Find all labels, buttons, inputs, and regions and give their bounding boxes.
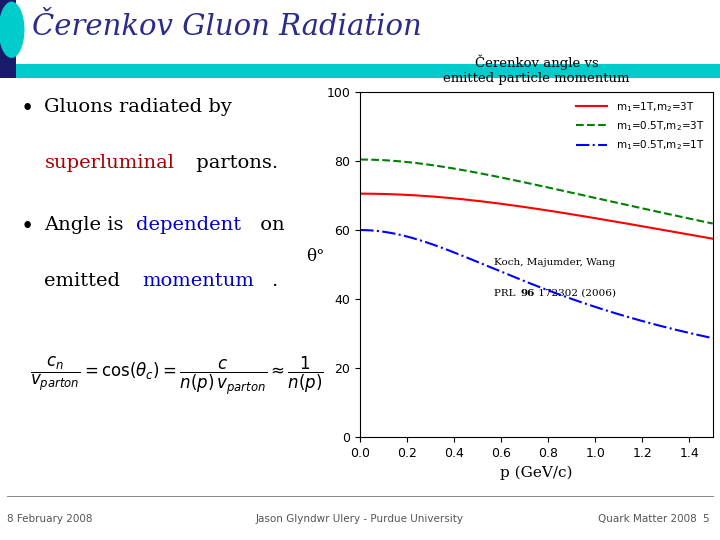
Text: 5: 5 xyxy=(702,515,708,524)
Text: on: on xyxy=(254,215,285,234)
X-axis label: p (GeV/c): p (GeV/c) xyxy=(500,465,572,480)
Text: Čerenkov Gluon Radiation: Čerenkov Gluon Radiation xyxy=(32,14,422,42)
Text: 8 February 2008: 8 February 2008 xyxy=(7,515,93,524)
Text: superluminal: superluminal xyxy=(45,154,174,172)
Text: momentum: momentum xyxy=(143,272,254,291)
Text: PRL: PRL xyxy=(494,289,519,298)
Text: dependent: dependent xyxy=(136,215,241,234)
Y-axis label: θ°: θ° xyxy=(306,248,325,265)
Text: Gluons radiated by: Gluons radiated by xyxy=(45,98,233,116)
Text: emitted: emitted xyxy=(45,272,127,291)
Text: •: • xyxy=(21,215,34,238)
Text: Angle is: Angle is xyxy=(45,215,130,234)
Ellipse shape xyxy=(0,2,24,58)
Text: 172302 (2006): 172302 (2006) xyxy=(535,289,616,298)
Bar xyxy=(16,64,720,78)
Text: partons.: partons. xyxy=(190,154,278,172)
Text: Quark Matter 2008: Quark Matter 2008 xyxy=(598,515,696,524)
Legend: m$_1$=1T,m$_2$=3T, m$_1$=0.5T,m$_2$=3T, m$_1$=0.5T,m$_2$=1T: m$_1$=1T,m$_2$=3T, m$_1$=0.5T,m$_2$=3T, … xyxy=(573,97,708,155)
Text: .: . xyxy=(271,272,277,291)
Text: $\dfrac{c_n}{v_{parton}} = \cos\!\left(\theta_c\right)= \dfrac{c}{n(p)\,v_{parto: $\dfrac{c_n}{v_{parton}} = \cos\!\left(\… xyxy=(30,354,323,396)
Text: Jason Glyndwr Ulery - Purdue University: Jason Glyndwr Ulery - Purdue University xyxy=(256,515,464,524)
Bar xyxy=(0,0,16,78)
Text: Čerenkov angle vs
emitted particle momentum: Čerenkov angle vs emitted particle momen… xyxy=(443,55,630,85)
Text: Koch, Majumder, Wang: Koch, Majumder, Wang xyxy=(494,258,616,267)
Text: 96: 96 xyxy=(521,289,535,298)
Text: •: • xyxy=(21,98,34,120)
